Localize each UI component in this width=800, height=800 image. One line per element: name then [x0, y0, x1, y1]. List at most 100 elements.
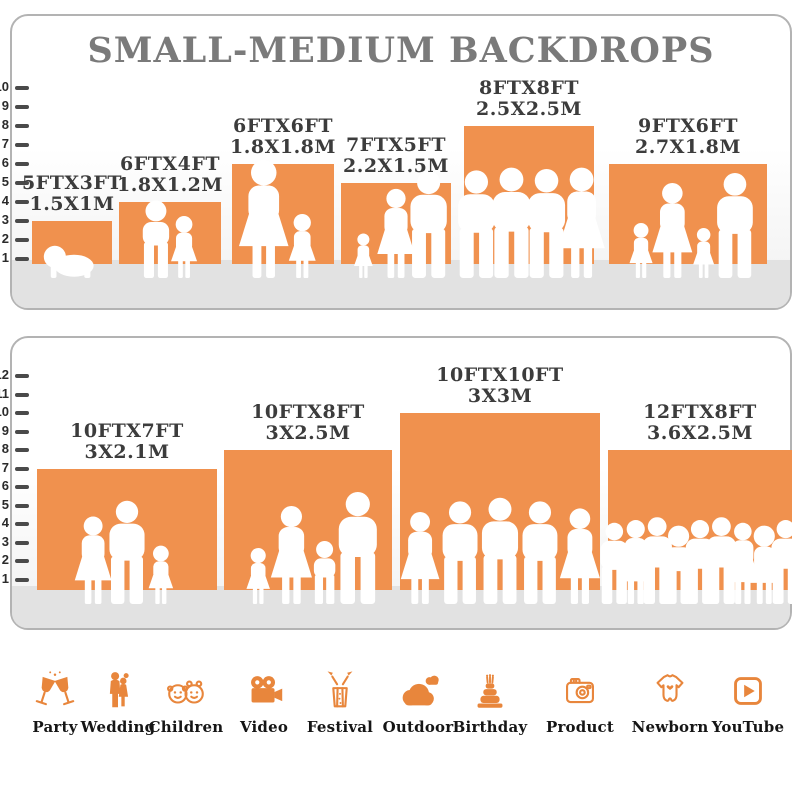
- wedding-icon: [70, 668, 166, 714]
- category-label: Newborn: [631, 718, 709, 736]
- panel-small-medium-top: SMALL-MEDIUM BACKDROPS 1 2 3 4 5 6 7 8 9 10 5FTX3F…: [0, 14, 792, 310]
- axis-tick-label: 8: [1, 441, 9, 456]
- backdrop-bar: [609, 164, 767, 264]
- axis-tick: [15, 485, 29, 489]
- category-item-video: Video: [216, 668, 312, 736]
- axis-tick-label: 7: [1, 459, 9, 475]
- axis-tick: [15, 522, 29, 526]
- backdrop-bar: [608, 450, 792, 590]
- backdrop-bar: [232, 164, 334, 264]
- product-icon: [532, 668, 628, 714]
- axis-tick: [15, 392, 29, 397]
- backdrop-size-label: 9FTX6FT 2.7X1.8M: [635, 115, 741, 158]
- category-label: Children: [148, 718, 224, 736]
- category-label: YouTube: [711, 718, 785, 736]
- axis-tick: [15, 257, 29, 261]
- axis-tick: [15, 374, 29, 378]
- backdrop-size-label: 10FTX10FT 3X3M: [436, 364, 564, 407]
- category-label: Birthday: [452, 718, 528, 736]
- axis-tick-label: 1: [1, 250, 9, 265]
- axis-tick-label: 3: [1, 212, 9, 227]
- backdrop-bar: [464, 126, 594, 264]
- category-label: Outdoor: [382, 718, 454, 736]
- category-item-wedding: Wedding: [70, 668, 166, 736]
- axis-tick: [15, 448, 29, 452]
- category-label: Festival: [306, 718, 374, 736]
- backdrop-size-label: 7FTX5FT 2.2X1.5M: [343, 134, 449, 177]
- axis-tick: [15, 143, 29, 147]
- floor-strip: [12, 260, 790, 308]
- axis-tick-label: 1: [1, 570, 9, 586]
- category-item-product: Product: [532, 668, 628, 736]
- axis-tick: [15, 181, 29, 185]
- axis-tick-label: 10: [0, 79, 9, 94]
- backdrop-size-label: 6FTX4FT 1.8X1.2M: [117, 153, 223, 196]
- axis-tick-label: 5: [1, 174, 9, 189]
- party-icon: [7, 668, 103, 714]
- newborn-icon: [622, 668, 718, 714]
- axis-tick: [15, 105, 29, 109]
- backdrop-bar: [37, 468, 217, 590]
- axis-tick: [15, 559, 29, 563]
- video-icon: [216, 668, 312, 714]
- floor-strip: [12, 586, 790, 628]
- axis-tick-label: 3: [1, 533, 9, 549]
- axis-tick: [15, 162, 29, 166]
- birthday-icon: [442, 668, 538, 714]
- festival-icon: [292, 668, 388, 714]
- backdrop-size-label: 5FTX3FT 1.5X1M: [22, 172, 122, 215]
- axis-tick-label: 9: [1, 422, 9, 438]
- axis-tick: [15, 200, 29, 204]
- axis-tick-label: 8: [1, 117, 9, 132]
- axis-tick: [15, 238, 29, 242]
- axis-tick-label: 6: [1, 478, 9, 493]
- axis-tick-label: 12: [0, 367, 9, 382]
- youtube-icon: [700, 668, 796, 714]
- category-item-festival: Festival: [292, 668, 388, 736]
- axis-tick-label: 2: [1, 231, 9, 246]
- backdrop-bar: [224, 450, 392, 590]
- axis-tick-label: 4: [1, 515, 9, 530]
- panel-small-medium-bottom: 12345678910111210FTX7FT3X2.1M10FTX8FT3X2…: [0, 336, 800, 630]
- axis-tick-label: 10: [0, 404, 9, 419]
- axis-tick-label: 4: [1, 193, 9, 208]
- category-item-youtube: YouTube: [700, 668, 796, 736]
- axis-tick: [15, 540, 29, 545]
- axis-tick-label: 11: [0, 385, 9, 401]
- category-label: Party: [32, 718, 78, 736]
- axis-tick: [15, 219, 29, 223]
- backdrop-size-label: 12FTX8FT 3.6X2.5M: [643, 401, 757, 444]
- axis-tick-label: 2: [1, 552, 9, 567]
- axis-tick: [15, 124, 29, 128]
- category-item-party: Party: [7, 668, 103, 736]
- category-item-children: Children: [138, 668, 234, 736]
- category-label: Wedding: [80, 718, 156, 736]
- children-icon: [138, 668, 234, 714]
- backdrop-size-label: 10FTX8FT 3X2.5M: [251, 401, 365, 444]
- category-item-newborn: Newborn: [622, 668, 718, 736]
- category-label: Video: [239, 718, 289, 736]
- backdrop-size-label: 10FTX7FT 3X2.1M: [70, 419, 184, 463]
- axis-tick-label: 6: [1, 155, 9, 170]
- backdrop-bar: [400, 413, 600, 590]
- page-title: SMALL-MEDIUM BACKDROPS: [87, 30, 715, 71]
- axis-tick: [15, 86, 29, 90]
- axis-tick: [15, 577, 29, 582]
- category-row: Party Wedding Children Video Festival Ou…: [0, 662, 800, 772]
- axis-tick-label: 7: [1, 136, 9, 151]
- axis-tick: [15, 466, 29, 471]
- backdrop-bar: [119, 202, 221, 264]
- category-label: Product: [545, 718, 615, 736]
- backdrop-bar: [32, 221, 112, 264]
- category-item-birthday: Birthday: [442, 668, 538, 736]
- axis-tick-label: 5: [1, 496, 9, 512]
- category-item-outdoor: Outdoor: [370, 668, 466, 736]
- backdrop-bar: [341, 183, 451, 264]
- axis-tick: [15, 411, 29, 415]
- axis-tick-label: 9: [1, 98, 9, 113]
- outdoor-icon: [370, 668, 466, 714]
- axis-tick: [15, 503, 29, 508]
- backdrop-size-label: 6FTX6FT 1.8X1.8M: [230, 115, 336, 158]
- backdrop-size-label: 8FTX8FT 2.5X2.5M: [476, 77, 582, 120]
